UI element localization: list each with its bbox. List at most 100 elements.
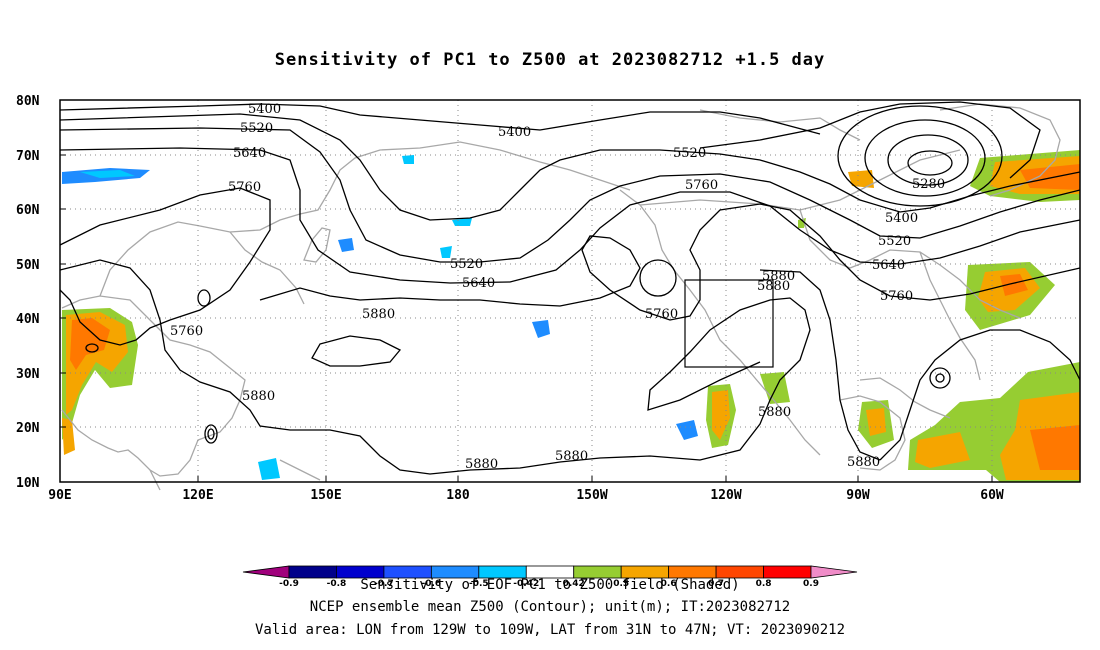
coastlines (61, 103, 1061, 491)
contour-5880-c (759, 269, 881, 461)
contour-label: 5880 (242, 389, 275, 404)
contour-5880-closed-5 (935, 373, 945, 383)
lat-lon-grid (60, 100, 1080, 482)
valid-area-box (684, 279, 774, 368)
lon-label: 150W (576, 488, 607, 503)
lat-label: 30N (16, 367, 40, 382)
colorbar-swatch (810, 565, 858, 579)
shade-blue-8 (258, 458, 280, 480)
contour-label: 5880 (362, 307, 395, 322)
contour-label: 5400 (248, 102, 281, 117)
colorbar-tick-label: 0.5 (613, 579, 629, 589)
caption-line-3: Valid area: LON from 129W to 109W, LAT f… (254, 622, 845, 638)
lon-label: 60W (980, 488, 1004, 503)
contour-5400-b (59, 113, 1081, 221)
contour-5400-ring (864, 119, 986, 197)
shade-greenland-red (1020, 164, 1080, 190)
shade-blue-5 (402, 155, 414, 164)
shade-carib-orange (866, 408, 886, 436)
contour-label: 5400 (885, 211, 918, 226)
contour-label: 5880 (757, 279, 790, 294)
contour-label: 5760 (645, 307, 678, 322)
contour-label: 5640 (233, 146, 266, 161)
contour-5880-b (311, 335, 402, 367)
colorbar-tick-label: -0.6 (422, 579, 442, 589)
lat-label: 60N (16, 203, 40, 218)
contour-label: 5760 (170, 324, 203, 339)
colorbar-tick-label: 0.6 (661, 579, 677, 589)
shade-atl-orange-2 (915, 432, 970, 468)
contour-5340-ring-1 (887, 134, 969, 186)
contour-5760-a (59, 187, 271, 346)
contour-label: 5760 (228, 180, 261, 195)
shade-ne-red (1000, 274, 1028, 296)
latitude-labels: 80N 70N 60N 50N 40N 30N 20N 10N (16, 94, 40, 491)
contour-5880-closed-2 (207, 428, 215, 440)
shade-blue-4 (452, 218, 472, 226)
shade-blue-3 (338, 238, 354, 252)
colorbar-tick-label: 0.42 (563, 579, 585, 589)
contour-label: 5880 (555, 449, 588, 464)
contour-5520-b (699, 101, 1041, 179)
contour-5880-a (59, 259, 811, 475)
contour-label: 5640 (462, 276, 495, 291)
map-frame (59, 99, 1081, 483)
lon-label: 180 (446, 488, 470, 503)
contour-label: 5520 (240, 121, 273, 136)
caption-line-2: NCEP ensemble mean Z500 (Contour); unit(… (309, 599, 791, 615)
shade-atl-red-1 (1030, 425, 1080, 470)
lat-label: 80N (16, 94, 40, 109)
colorbar-tick-label: -0.9 (279, 579, 299, 589)
shade-blue-2 (80, 170, 135, 178)
lat-label: 20N (16, 421, 40, 436)
contour-5400-a (59, 103, 821, 135)
colorbar-tick-label: -0.8 (327, 579, 347, 589)
lon-label: 90W (846, 488, 870, 503)
shade-canada-orange (848, 170, 874, 188)
lon-label: 90E (48, 488, 71, 503)
colorbar-tick-label: 0.8 (756, 579, 772, 589)
lat-label: 10N (16, 476, 40, 491)
contour-label: 5880 (847, 455, 880, 470)
contour-label: 5880 (762, 269, 795, 284)
contour-label: 5760 (685, 178, 718, 193)
contour-5520 (59, 127, 1081, 263)
lon-label: 120E (182, 488, 213, 503)
contour-labels: 5400 5520 5640 5760 5400 5520 5760 5280 … (170, 102, 945, 472)
caption-line-1: Sensitivity of EOF PC1 to Z500 field (Sh… (360, 577, 740, 593)
contour-label: 5880 (465, 457, 498, 472)
colorbar: -0.9 -0.8 -0.7 -0.6 -0.5 -0.42 0.42 0.5 0.6 0.7 0.… (242, 565, 858, 589)
contour-5640 (59, 147, 1081, 284)
sensitivity-shading (62, 150, 1080, 482)
colorbar-tick-label: -0.42 (513, 579, 539, 589)
lat-label: 40N (16, 312, 40, 327)
contour-label: 5280 (912, 177, 945, 192)
contour-5460-ring (837, 105, 1003, 207)
contour-label: 5400 (498, 125, 531, 140)
colorbar-tick-label: 0.7 (708, 579, 724, 589)
lon-label: 120W (710, 488, 741, 503)
contour-5760-b (259, 203, 1081, 321)
colorbar-tick-label: -0.5 (469, 579, 489, 589)
contour-label: 5880 (758, 405, 791, 420)
contour-5880-closed-1 (204, 424, 218, 444)
lon-label: 150E (310, 488, 341, 503)
contour-5280-closed (907, 150, 953, 176)
contour-label: 5520 (673, 146, 706, 161)
lat-label: 50N (16, 258, 40, 273)
shade-blue-7 (676, 420, 698, 440)
contour-label: 5520 (450, 257, 483, 272)
colorbar-tick-label: 0.9 (803, 579, 819, 589)
shade-mexico-green-2 (760, 372, 790, 404)
colorbar-tick-label: -0.7 (374, 579, 394, 589)
contour-5880-closed-4 (929, 367, 951, 389)
contour-label: 5640 (872, 258, 905, 273)
contour-5880-closed-3 (85, 343, 99, 353)
contour-5760-closed-2 (639, 259, 677, 297)
plot-title: Sensitivity of PC1 to Z500 at 2023082712… (274, 50, 826, 70)
contour-label: 5520 (878, 234, 911, 249)
axis-ticks (59, 99, 993, 483)
shade-blue-6 (532, 320, 550, 338)
contour-label: 5760 (880, 289, 913, 304)
longitude-labels: 90E 120E 150E 180 150W 120W 90W 60W (48, 488, 1004, 503)
